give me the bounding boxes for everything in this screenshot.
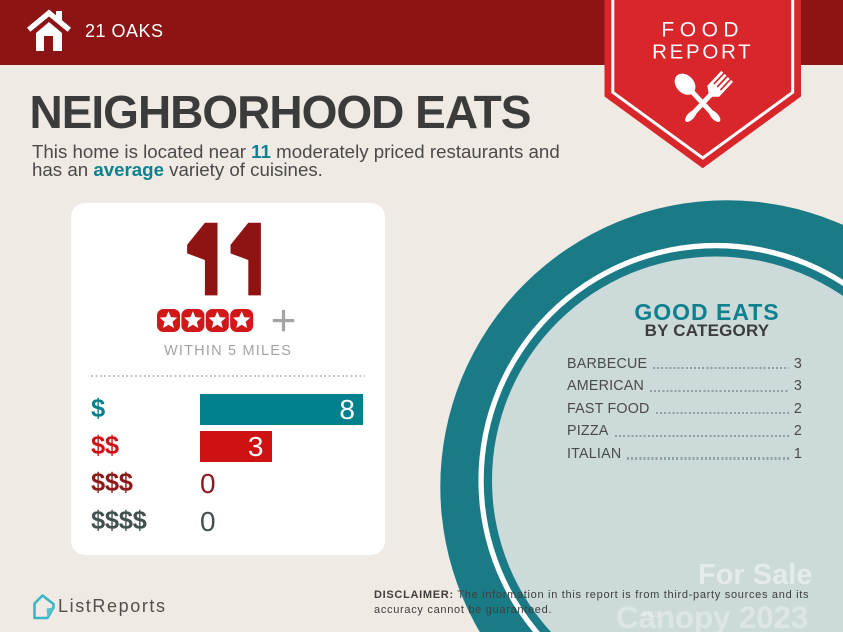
svg-text:REPORT: REPORT [652, 41, 753, 64]
svg-text:FOOD: FOOD [661, 19, 744, 42]
